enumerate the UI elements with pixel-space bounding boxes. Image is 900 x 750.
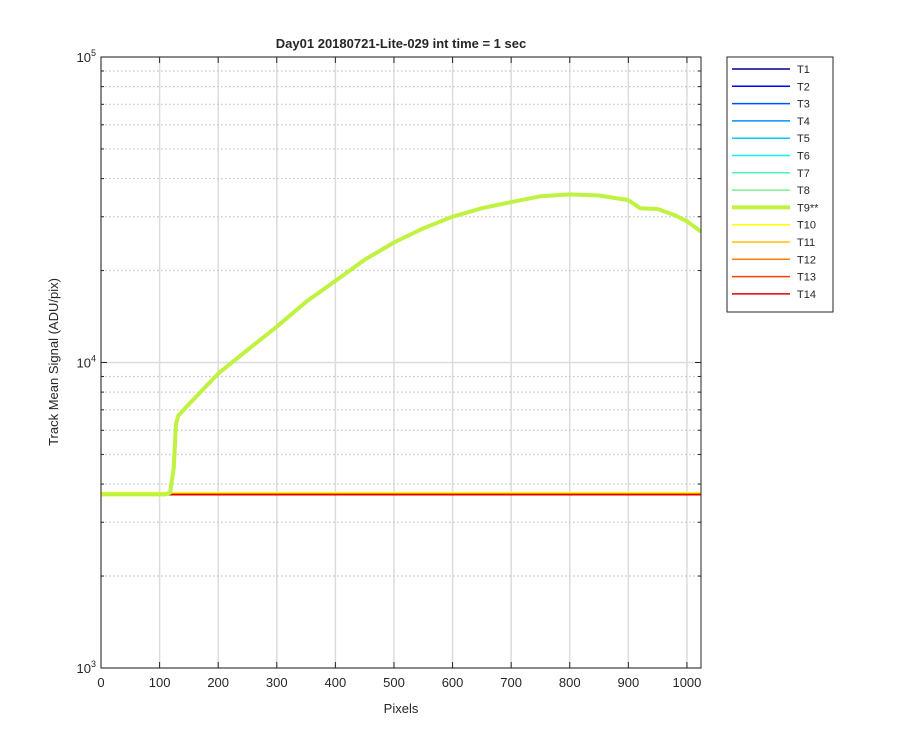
plot-area: 0 100 200 300 400 500 600 700 800 900 1000 103 104 10… — [77, 48, 703, 690]
legend-label: T3 — [797, 99, 810, 111]
grid — [100, 56, 701, 669]
legend-label: T8 — [797, 185, 810, 197]
x-tick-label: 300 — [266, 675, 288, 690]
legend-label: T4 — [797, 116, 810, 128]
legend-label: T11 — [797, 237, 815, 249]
x-tick-label: 900 — [617, 675, 639, 690]
legend-label: T14 — [797, 289, 816, 301]
legend-label: T13 — [797, 272, 816, 284]
legend-label: T6 — [797, 151, 810, 163]
series-layer — [101, 192, 703, 497]
y-tick-label: 104 — [77, 354, 96, 371]
legend-label: T2 — [797, 81, 810, 93]
legend-label: T5 — [797, 133, 810, 145]
legend-label: T1 — [797, 64, 810, 76]
x-tick-label: 200 — [207, 675, 229, 690]
legend-label: T9** — [797, 202, 819, 214]
y-tick-label: 103 — [77, 659, 96, 676]
y-axis-label: Track Mean Signal (ADU/pix) — [46, 278, 61, 446]
series-line-t9 — [101, 192, 703, 497]
chart-title: Day01 20180721-Lite-029 int time = 1 sec — [276, 36, 526, 51]
x-tick-label: 400 — [325, 675, 347, 690]
x-tick-label: 800 — [559, 675, 581, 690]
legend-label: T7 — [797, 168, 810, 180]
x-axis-label: Pixels — [384, 701, 419, 716]
legend-label: T10 — [797, 220, 816, 232]
x-tick-label: 100 — [149, 675, 171, 690]
x-tick-label: 0 — [97, 675, 104, 690]
y-tick-label: 105 — [77, 48, 96, 65]
legend-label: T12 — [797, 254, 816, 266]
x-tick-label: 600 — [442, 675, 464, 690]
legend: T1 T2 T3 T4 T5 T6 T7 T8 T9** T10 T11 T12 T13 T14 — [726, 56, 834, 313]
legend-box — [726, 56, 834, 313]
axis-ticks: 0 100 200 300 400 500 600 700 800 900 1000 103 104 10… — [77, 48, 702, 690]
x-tick-label: 1000 — [672, 675, 701, 690]
x-tick-label: 700 — [500, 675, 522, 690]
legend-items: T1 T2 T3 T4 T5 T6 T7 T8 T9** T10 T11 T12 T13 T14 — [732, 64, 819, 301]
x-tick-label: 500 — [383, 675, 405, 690]
